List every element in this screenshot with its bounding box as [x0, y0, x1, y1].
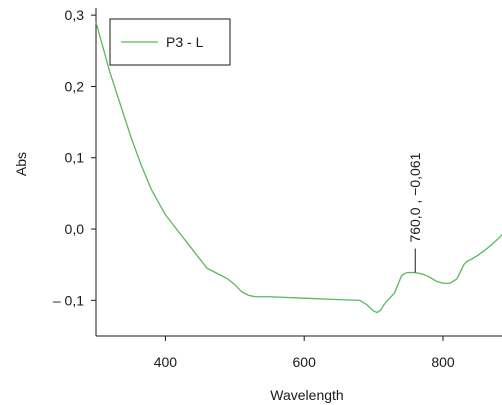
annotation-layer: 760,0 , −0,061 [407, 152, 423, 273]
x-tick-label: 600 [293, 354, 317, 370]
legend: P3 - L [109, 18, 231, 66]
annotation-label: 760,0 , −0,061 [407, 152, 423, 242]
legend-label: P3 - L [166, 34, 204, 50]
y-tick-label: 0,0 [65, 221, 85, 237]
series-line-0 [95, 22, 502, 314]
x-tick-label: 800 [431, 354, 455, 370]
series-layer [95, 22, 502, 314]
y-tick-label: 0,1 [65, 150, 85, 166]
x-tick-label: 400 [154, 354, 178, 370]
x-axis-title: Wavelength [270, 387, 343, 403]
y-tick-label: 0,3 [65, 7, 85, 23]
ticks: 0,3 0,2 0,1 0,0 – 0,1 400 600 800 [53, 7, 455, 370]
y-tick-label: – 0,1 [53, 292, 84, 308]
y-tick-label: 0,2 [65, 78, 85, 94]
axes [95, 8, 502, 337]
y-axis-title: Abs [13, 152, 29, 176]
